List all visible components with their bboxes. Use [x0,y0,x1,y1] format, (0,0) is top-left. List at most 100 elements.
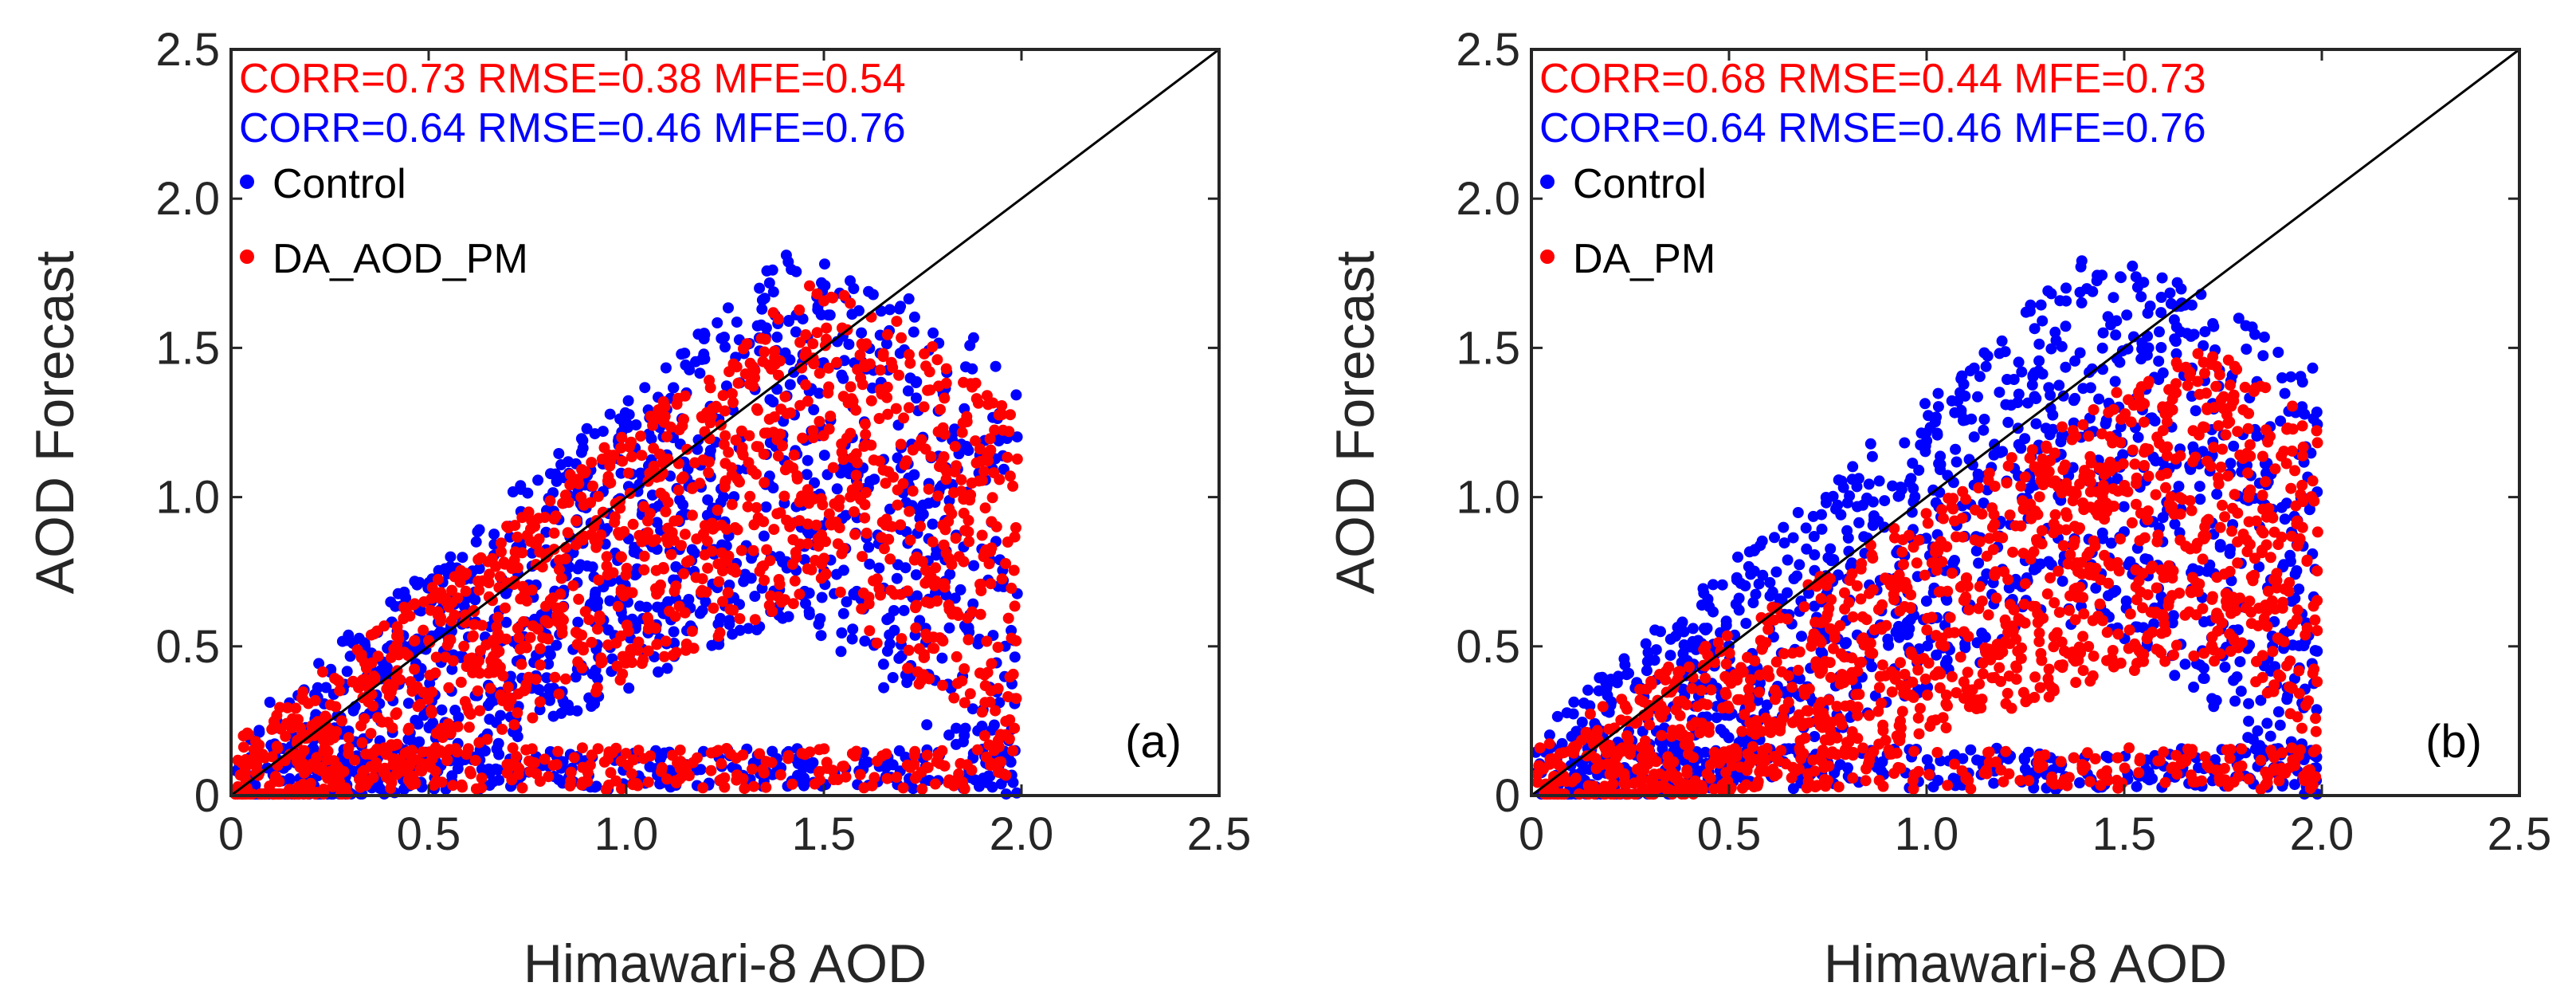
data-point-control [2169,670,2181,682]
data-point-da-aod-pm [865,395,877,407]
data-point-da-aod-pm [860,429,872,440]
data-point-da-aod-pm [686,625,698,637]
data-point-da-aod-pm [1009,531,1021,543]
data-point-da-aod-pm [900,455,912,467]
data-point-control [875,305,887,317]
data-point-control [959,722,971,734]
data-point-da-aod-pm [572,656,584,668]
data-point-control [814,613,826,625]
data-point-control [1887,480,1899,492]
data-point-control [1778,537,1790,549]
data-point-da-aod-pm [951,650,963,662]
data-point-da-aod-pm [616,431,628,443]
data-point-control [734,624,746,636]
data-point-da-aod-pm [726,498,738,510]
data-point-da-aod-pm [1005,409,1016,421]
data-point-control [2175,283,2187,295]
panel-a: 0 0.5 1.0 1.5 2.0 2.500.51.01.52.02.5 CORR=0.… [25,24,1251,994]
data-point-da-aod-pm [483,667,495,679]
data-point-da-aod-pm [874,383,886,395]
data-point-da-pm [1994,662,2006,674]
data-point-da-aod-pm [884,553,896,565]
data-point-da-aod-pm [513,631,525,643]
data-point-da-aod-pm [757,764,769,776]
data-point-da-aod-pm [398,613,410,625]
data-point-da-aod-pm [932,490,944,502]
data-point-control [863,285,875,297]
data-point-control [2118,501,2130,513]
data-point-control [759,293,770,305]
data-point-control [1979,631,1991,643]
data-point-da-aod-pm [534,546,546,558]
data-point-da-aod-pm [876,750,888,762]
data-point-control [1792,507,1804,518]
data-point-da-aod-pm [534,696,546,708]
data-point-da-aod-pm [506,774,518,786]
data-point-da-pm [1974,580,1986,592]
data-point-control [1879,495,1891,507]
data-point-control [2229,695,2241,707]
data-point-da-aod-pm [512,531,523,543]
data-point-da-aod-pm [484,682,496,694]
data-point-da-aod-pm [848,506,860,517]
data-point-control [2013,356,2025,368]
data-point-da-aod-pm [1003,426,1015,438]
data-point-da-aod-pm [539,512,551,523]
data-point-da-aod-pm [986,542,998,554]
data-point-da-aod-pm [576,742,588,754]
data-point-control [754,282,766,294]
data-point-da-aod-pm [360,748,372,760]
data-point-da-aod-pm [680,556,692,568]
data-point-da-aod-pm [467,631,478,643]
data-point-da-aod-pm [699,549,711,561]
data-point-da-aod-pm [635,430,647,442]
data-point-control [2198,662,2209,674]
data-point-da-aod-pm [802,563,814,575]
data-point-control [622,395,634,407]
data-point-da-aod-pm [304,777,316,789]
data-point-control [2179,658,2191,670]
data-point-da-aod-pm [893,369,905,381]
data-point-control [841,596,853,607]
data-point-da-aod-pm [523,671,535,683]
data-point-da-aod-pm [881,772,893,784]
data-point-control [2194,493,2206,505]
data-point-da-aod-pm [767,606,778,617]
data-point-da-aod-pm [974,667,986,679]
data-point-da-aod-pm [447,780,459,792]
data-point-da-aod-pm [744,357,756,369]
data-point-da-aod-pm [418,596,430,607]
data-point-da-pm [2229,489,2241,501]
data-point-control [1756,535,1768,547]
data-point-da-aod-pm [961,411,973,422]
data-point-control [469,594,481,606]
data-point-control [2155,342,2167,353]
data-point-da-aod-pm [547,592,559,604]
data-point-da-aod-pm [334,776,346,788]
data-point-control [911,590,923,602]
data-point-control [891,572,903,584]
data-point-control [619,407,631,419]
data-point-da-aod-pm [749,372,760,383]
data-point-control [767,396,779,408]
data-point-da-aod-pm [492,629,504,641]
data-point-control [641,601,653,613]
data-point-control [2257,350,2269,362]
data-point-da-aod-pm [649,623,661,635]
data-point-da-aod-pm [714,627,726,639]
data-point-da-aod-pm [473,655,484,666]
data-point-da-aod-pm [986,516,998,528]
data-point-control [767,745,778,757]
data-point-control [2110,329,2122,341]
data-point-control [581,422,593,434]
data-point-control [1800,522,1812,534]
data-point-da-aod-pm [425,707,437,719]
data-point-da-aod-pm [830,517,842,528]
data-point-control [604,408,616,420]
data-point-da-aod-pm [662,497,674,509]
data-point-da-aod-pm [577,761,589,773]
data-point-control [2019,763,2031,775]
data-point-control [1978,414,1990,425]
data-point-da-aod-pm [609,511,621,523]
data-point-da-aod-pm [552,745,564,757]
